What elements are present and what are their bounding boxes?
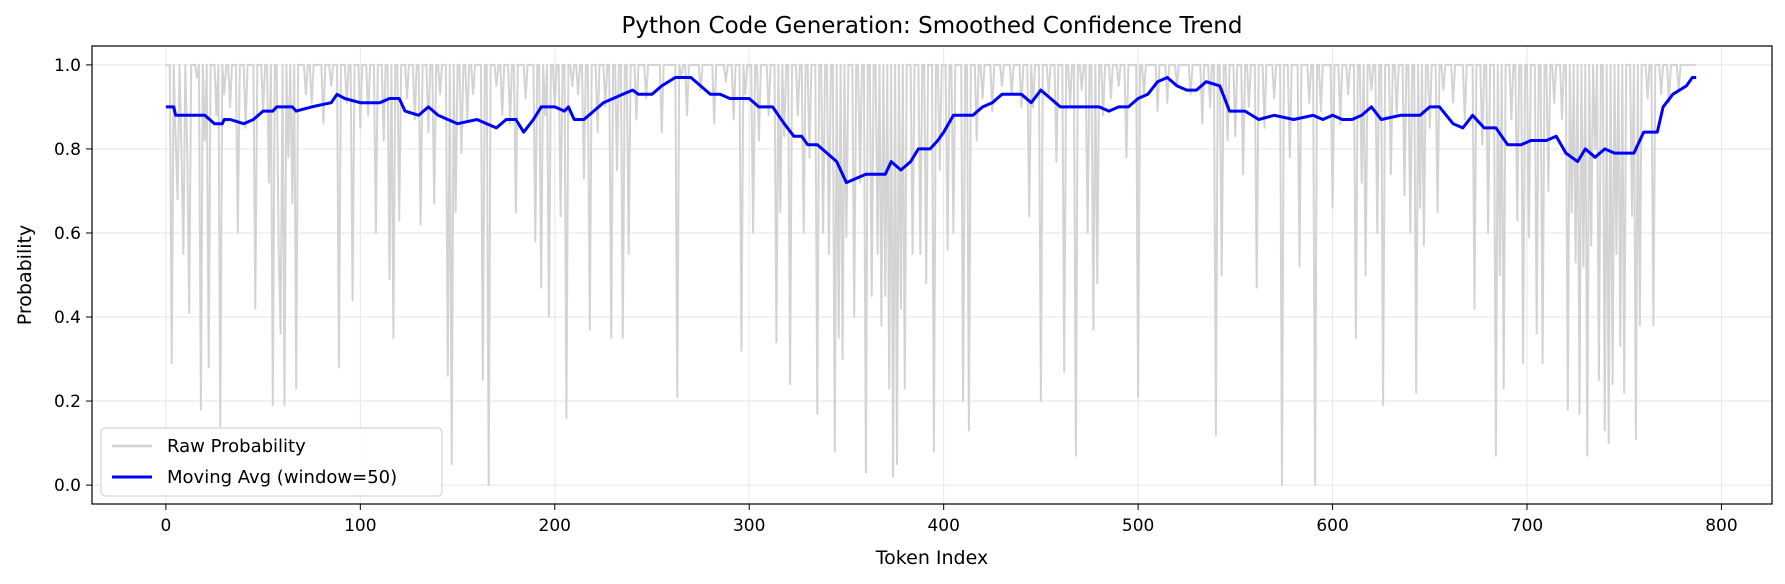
raw-probability-line	[165, 63, 1697, 487]
y-tick-label: 0.6	[54, 224, 81, 244]
x-tick-label: 100	[344, 516, 376, 536]
y-tick-label: 0.2	[54, 392, 81, 412]
y-tick-label: 0.8	[54, 140, 81, 160]
plot-frame	[91, 45, 1773, 505]
y-tick-label: 1.0	[54, 56, 81, 76]
x-tick-label: 800	[1705, 516, 1737, 536]
y-axis-ticks: 0.0 0.2 0.4 0.6 0.8 1.0	[54, 56, 92, 496]
x-tick-label: 500	[1122, 516, 1154, 536]
legend-label-avg: Moving Avg (window=50)	[167, 467, 397, 488]
chart-title: Python Code Generation: Smoothed Confide…	[622, 13, 1243, 39]
moving-average-line	[165, 76, 1697, 185]
x-tick-label: 0	[160, 516, 171, 536]
x-tick-label: 200	[539, 516, 571, 536]
y-tick-label: 0.4	[54, 308, 81, 328]
series-raw-probability	[165, 63, 1697, 487]
y-tick-label: 0.0	[54, 476, 81, 496]
x-tick-label: 700	[1511, 516, 1543, 536]
y-axis-label: Probability	[14, 225, 36, 325]
legend-box	[100, 427, 443, 497]
legend-label-raw: Raw Probability	[167, 436, 306, 457]
x-tick-label: 400	[927, 516, 959, 536]
x-axis-ticks: 0 100 200 300 400 500 600 700 800	[160, 504, 1738, 536]
series-moving-average	[165, 76, 1697, 185]
x-tick-label: 300	[733, 516, 765, 536]
legend: Raw Probability Moving Avg (window=50)	[100, 427, 443, 497]
x-tick-label: 600	[1316, 516, 1348, 536]
x-axis-label: Token Index	[875, 547, 988, 569]
